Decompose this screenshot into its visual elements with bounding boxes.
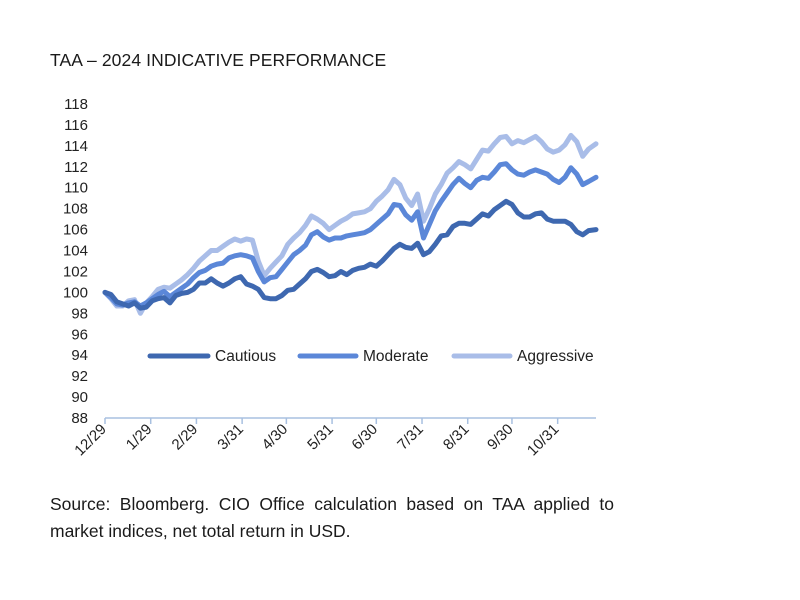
legend-label-aggressive: Aggressive xyxy=(517,348,594,365)
y-axis: 88 90 92 94 96 98 100 102 104 106 108 110 112 114 116 1… xyxy=(63,96,88,427)
y-tick-label: 110 xyxy=(64,180,88,197)
y-tick-label: 104 xyxy=(63,243,88,260)
source-note: Source: Bloomberg. CIO Office calculatio… xyxy=(50,494,614,541)
y-tick-label: 102 xyxy=(63,263,88,280)
y-tick-label: 96 xyxy=(71,326,88,343)
series-layer xyxy=(102,132,599,316)
x-tick-label: 6/30 xyxy=(348,421,381,454)
chart-title: TAA – 2024 INDICATIVE PERFORMANCE xyxy=(50,50,387,70)
x-tick-label: 1/29 xyxy=(123,421,156,454)
y-tick-label: 116 xyxy=(64,117,88,134)
x-tick-label: 7/31 xyxy=(394,421,427,454)
series-line-moderate xyxy=(102,161,599,309)
x-tick-label: 9/30 xyxy=(484,421,517,454)
legend: Cautious Moderate Aggressive xyxy=(147,348,594,365)
y-tick-label: 106 xyxy=(63,222,88,239)
y-tick-label: 112 xyxy=(64,159,88,176)
y-tick-label: 88 xyxy=(71,410,88,427)
series-line-aggressive xyxy=(102,132,599,316)
series-line-cautious xyxy=(102,198,599,311)
x-tick-label: 4/30 xyxy=(259,421,292,454)
y-tick-label: 98 xyxy=(71,305,88,322)
legend-label-moderate: Moderate xyxy=(363,348,428,365)
y-tick-label: 100 xyxy=(63,284,88,301)
x-tick-label: 8/31 xyxy=(440,421,473,454)
y-tick-label: 118 xyxy=(64,96,88,113)
y-tick-label: 114 xyxy=(64,138,88,155)
legend-label-cautious: Cautious xyxy=(215,348,276,365)
y-tick-label: 94 xyxy=(71,347,88,364)
x-axis: 12/29 1/29 2/29 3/31 4/30 5/31 6/30 7/31 8/31 9/3… xyxy=(71,417,596,460)
y-tick-label: 108 xyxy=(63,201,88,218)
x-tick-label: 5/31 xyxy=(304,421,337,454)
x-tick-label: 2/29 xyxy=(169,421,202,454)
y-tick-label: 92 xyxy=(71,368,88,385)
x-tick-label: 3/31 xyxy=(214,421,247,454)
y-tick-label: 90 xyxy=(71,389,88,406)
x-tick-label: 10/31 xyxy=(524,421,563,460)
